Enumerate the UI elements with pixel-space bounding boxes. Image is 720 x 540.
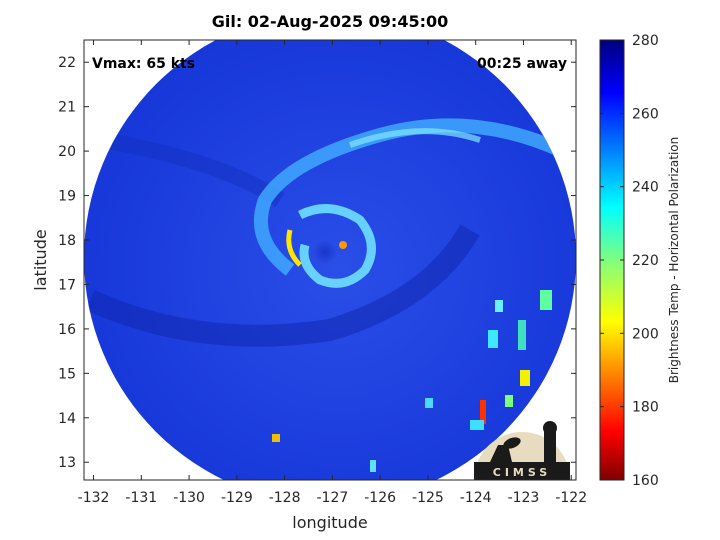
colorbar-label: Brightness Temp - Horizontal Polarizatio… xyxy=(667,137,681,384)
colorbar-tick-label: 220 xyxy=(632,253,659,269)
axes-frame xyxy=(83,39,577,481)
x-tick-label: -126 xyxy=(364,490,396,506)
x-axis: -132 -131 -130 -129 -128 -127 -126 -125 -124 -123… xyxy=(78,40,587,506)
y-tick-label: 15 xyxy=(58,366,76,382)
colorbar-tick-label: 240 xyxy=(632,180,659,196)
spiral-band-inner xyxy=(297,204,376,288)
logo-text: CIMSS xyxy=(493,466,551,479)
x-tick-label: -131 xyxy=(125,490,157,506)
storm-eye xyxy=(313,240,337,264)
x-tick-label: -124 xyxy=(460,490,492,506)
y-axis-title: latitude xyxy=(31,229,50,290)
spiral-band-bright xyxy=(348,128,481,148)
southeast-convection xyxy=(425,290,552,430)
y-tick-label: 18 xyxy=(58,233,76,249)
colorbar-tick-label: 260 xyxy=(632,106,659,122)
y-tick-label: 22 xyxy=(58,55,76,71)
x-tick-label: -127 xyxy=(316,490,348,506)
colorbar-tick-label: 160 xyxy=(632,473,659,489)
y-tick-label: 21 xyxy=(58,100,76,116)
y-tick-label: 14 xyxy=(58,411,76,427)
x-tick-label: -128 xyxy=(269,490,301,506)
cimss-logo: CIMSS xyxy=(474,421,570,480)
x-tick-label: -123 xyxy=(508,490,540,506)
x-axis-title: longitude xyxy=(292,513,367,532)
y-tick-label: 17 xyxy=(58,277,76,293)
convection-cell xyxy=(272,434,280,442)
vmax-annotation: Vmax: 65 kts xyxy=(92,56,195,72)
y-tick-label: 20 xyxy=(58,144,76,160)
x-tick-label: -129 xyxy=(221,490,253,506)
y-axis: 13 14 15 16 17 18 19 20 21 22 xyxy=(58,55,576,471)
x-tick-label: -132 xyxy=(78,490,110,506)
colorbar-tick-label: 200 xyxy=(632,326,659,342)
convection-cell xyxy=(370,460,376,472)
y-tick-label: 16 xyxy=(58,322,76,338)
chart-title: Gil: 02-Aug-2025 09:45:00 xyxy=(211,12,449,31)
spiral-band-outer xyxy=(253,118,563,276)
eyewall-warm-spot xyxy=(286,229,302,267)
eyewall-hot-spot xyxy=(339,241,347,249)
y-tick-label: 13 xyxy=(58,455,76,471)
dark-band xyxy=(85,224,480,347)
x-tick-label: -125 xyxy=(412,490,444,506)
colorbar-tick-label: 280 xyxy=(632,33,659,49)
time-offset-annotation: 00:25 away xyxy=(477,56,567,72)
y-tick-label: 19 xyxy=(58,189,76,205)
brightness-field xyxy=(84,40,576,480)
colorbar-ticks: 160 180 200 220 240 260 280 xyxy=(600,33,659,489)
colorbar-tick-label: 180 xyxy=(632,400,659,416)
x-tick-label: -122 xyxy=(555,490,587,506)
x-tick-label: -130 xyxy=(173,490,205,506)
